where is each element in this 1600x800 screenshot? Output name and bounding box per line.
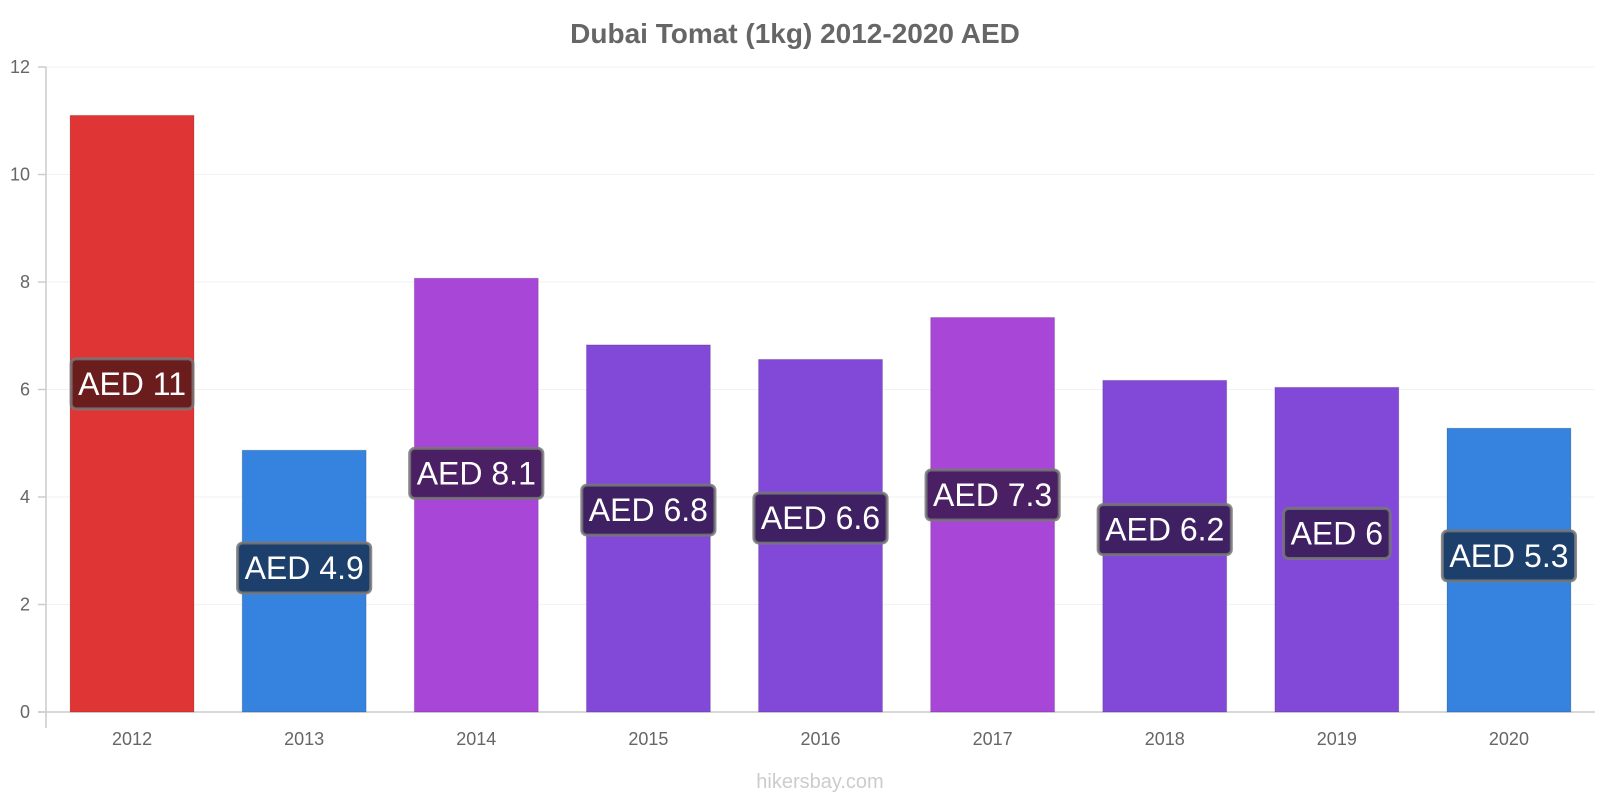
data-label-box — [752, 491, 889, 545]
data-label-box — [236, 541, 373, 595]
x-tick-label: 2014 — [456, 729, 496, 749]
y-tick-label: 0 — [20, 702, 30, 722]
data-label-text: AED 7.3 — [933, 477, 1052, 513]
x-tick-labels: 2012 2013 2014 2015 2016 2017 2018 2019 2020 — [112, 729, 1529, 749]
data-label-box — [1096, 503, 1233, 557]
x-tick-label: 2015 — [628, 729, 668, 749]
data-label-text: AED 6.8 — [589, 492, 708, 528]
data-label-2020: AED 5.3 — [1440, 529, 1578, 583]
bar-2012 — [69, 114, 195, 713]
data-label-box — [1282, 506, 1392, 560]
data-label-2018: AED 6.2 — [1096, 503, 1233, 557]
x-tick-label: 2020 — [1489, 729, 1529, 749]
data-label-box — [1440, 529, 1578, 583]
data-label-text: AED 11 — [78, 366, 186, 402]
x-tick-label: 2019 — [1317, 729, 1357, 749]
x-tick-label: 2018 — [1145, 729, 1185, 749]
data-label-text: AED 4.9 — [245, 550, 364, 586]
data-label-box — [408, 446, 545, 500]
bars — [69, 114, 1572, 713]
data-label-box — [69, 357, 195, 411]
data-label-2013: AED 4.9 — [236, 541, 373, 595]
data-label-text: AED 8.1 — [417, 455, 536, 491]
data-label-2017: AED 7.3 — [924, 468, 1061, 522]
data-label-2016: AED 6.6 — [752, 491, 889, 545]
data-label-box — [924, 468, 1061, 522]
x-tick-label: 2013 — [284, 729, 324, 749]
x-tick-label: 2012 — [112, 729, 152, 749]
data-labels: AED 11 AED 4.9 AED 8.1 AED 6.8 AED 6.6 AED 7.… — [69, 357, 1578, 595]
data-label-2012: AED 11 — [69, 357, 195, 411]
data-label-box — [580, 483, 717, 537]
data-label-2014: AED 8.1 — [408, 446, 545, 500]
data-label-text: AED 6.6 — [761, 500, 880, 536]
y-tick-label: 6 — [20, 380, 30, 400]
y-tick-label: 2 — [20, 595, 30, 615]
y-tick-label: 12 — [10, 57, 30, 77]
x-tick-label: 2016 — [800, 729, 840, 749]
data-label-text: AED 5.3 — [1449, 538, 1568, 574]
data-label-2015: AED 6.8 — [580, 483, 717, 537]
y-tick-labels: 0 2 4 6 8 10 12 — [10, 57, 46, 722]
y-tick-label: 8 — [20, 272, 30, 292]
data-label-text: AED 6.2 — [1105, 512, 1224, 548]
data-label-2019: AED 6 — [1282, 506, 1392, 560]
y-tick-label: 4 — [20, 487, 30, 507]
y-tick-label: 10 — [10, 165, 30, 185]
data-label-text: AED 6 — [1291, 515, 1383, 551]
chart-title: Dubai Tomat (1kg) 2012-2020 AED — [570, 18, 1020, 49]
credit-text: hikersbay.com — [756, 771, 883, 793]
x-tick-label: 2017 — [973, 729, 1013, 749]
